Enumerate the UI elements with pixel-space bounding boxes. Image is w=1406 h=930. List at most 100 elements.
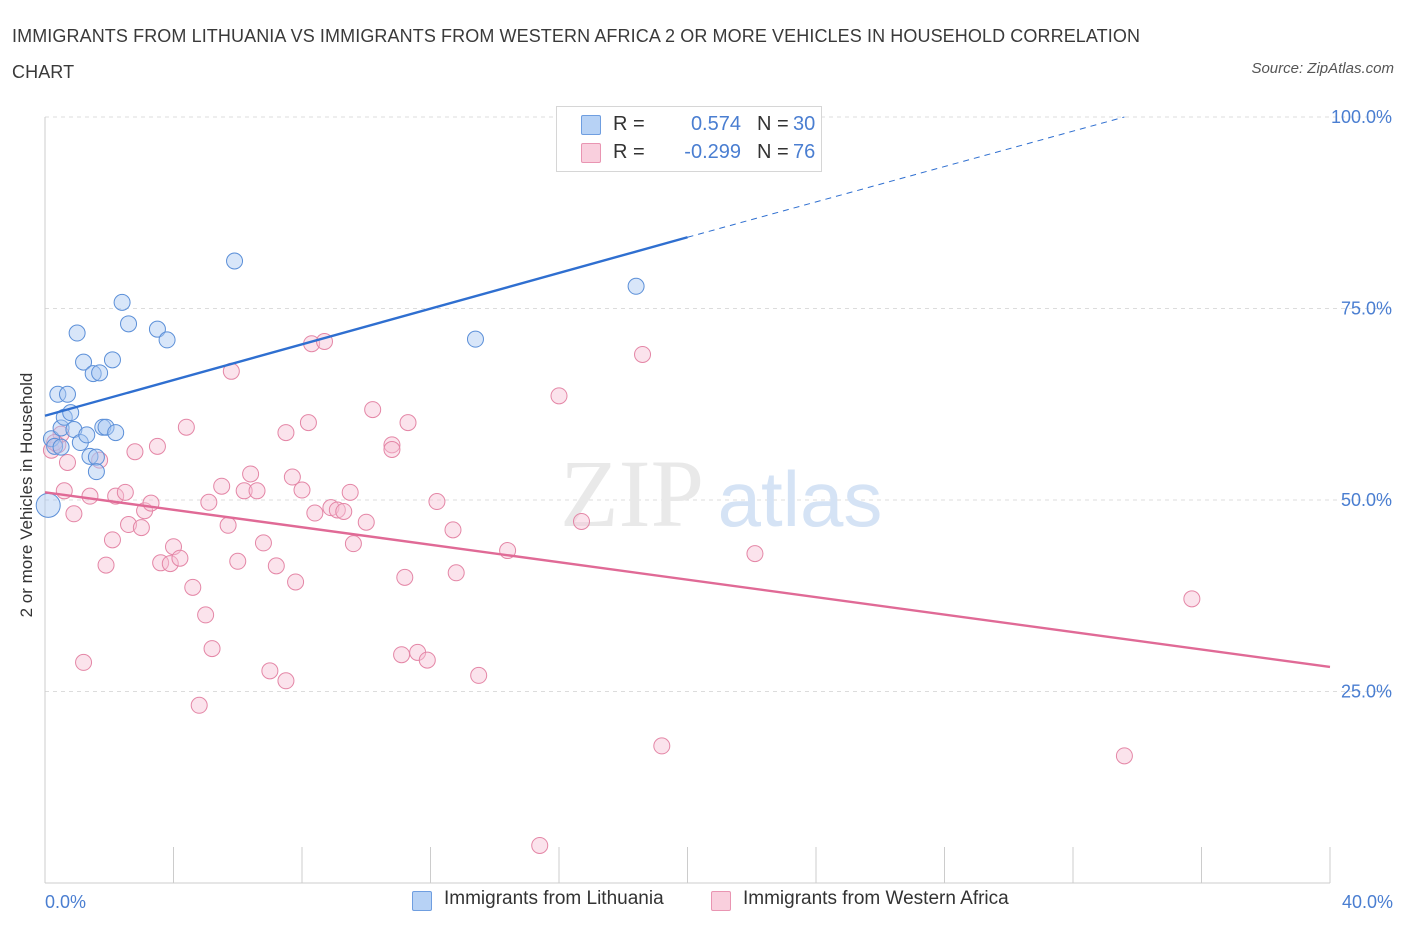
lithuania-point	[78, 426, 96, 444]
western-africa-point	[1115, 747, 1133, 765]
western-africa-point	[653, 737, 671, 755]
lithuania-point	[87, 448, 105, 466]
lithuania-point	[84, 365, 102, 383]
western-africa-point	[161, 555, 179, 573]
stats-row-western-africa: R = -0.299 N = 76	[581, 139, 821, 167]
western-africa-point	[344, 535, 362, 553]
western-africa-point	[357, 513, 375, 531]
western-africa-point	[572, 512, 590, 530]
y-tick-label: 50.0%	[1341, 490, 1392, 510]
western-africa-point	[335, 502, 353, 520]
watermark-zip: ZIP	[560, 440, 704, 547]
western-africa-point	[152, 554, 170, 572]
western-africa-point	[107, 487, 125, 505]
western-africa-points	[42, 332, 1201, 854]
western-africa-point	[277, 424, 295, 442]
western-africa-legend-swatch	[711, 891, 731, 911]
western-africa-point	[203, 640, 221, 658]
western-africa-point	[267, 557, 285, 575]
western-africa-swatch	[581, 143, 601, 163]
western-africa-point	[383, 440, 401, 458]
stats-legend: R = 0.574 N = 30 R = -0.299 N = 76	[556, 106, 822, 172]
n-label: N =	[757, 113, 789, 135]
lithuania-point	[52, 438, 70, 456]
western-africa-legend-label: Immigrants from Western Africa	[743, 888, 1009, 909]
western-africa-point	[197, 606, 215, 624]
western-africa-point	[393, 646, 411, 664]
western-africa-point	[177, 418, 195, 436]
lithuania-legend-label: Immigrants from Lithuania	[444, 888, 664, 909]
lithuania-point	[91, 364, 109, 382]
western-africa-point	[444, 521, 462, 539]
y-tick-label: 25.0%	[1341, 682, 1392, 702]
lithuania-point	[52, 419, 70, 437]
western-africa-point	[254, 534, 272, 552]
western-africa-point	[184, 578, 202, 596]
western-africa-point	[1183, 590, 1201, 608]
n-value: 30	[793, 113, 816, 135]
lithuania-point	[58, 385, 76, 403]
watermark-atlas: atlas	[718, 455, 883, 543]
western-africa-point	[132, 519, 150, 537]
western-africa-point	[746, 545, 764, 563]
source-label: Source: ZipAtlas.com	[1251, 60, 1394, 77]
y-axis-title: 2 or more Vehicles in Household	[17, 373, 36, 618]
western-africa-point	[248, 482, 266, 500]
western-africa-point	[306, 504, 324, 522]
western-africa-point	[634, 345, 652, 363]
lithuania-point	[87, 463, 105, 481]
stats-row-lithuania: R = 0.574 N = 30	[581, 111, 821, 139]
western-africa-point	[418, 651, 436, 669]
western-africa-point	[242, 465, 260, 483]
western-africa-point	[75, 653, 93, 671]
lithuania-point	[35, 492, 61, 518]
western-africa-point	[81, 487, 99, 505]
lithuania-point	[158, 331, 176, 349]
western-africa-point	[550, 387, 568, 405]
lithuania-point	[226, 252, 244, 270]
western-africa-point	[383, 436, 401, 454]
x-tick-label-max: 40.0%	[1342, 892, 1393, 912]
lithuania-point	[75, 353, 93, 371]
western-africa-point	[97, 556, 115, 574]
western-africa-point	[190, 696, 208, 714]
lithuania-point	[68, 324, 86, 342]
y-tick-label: 75.0%	[1341, 299, 1392, 319]
western-africa-point	[213, 477, 231, 495]
r-label: R =	[613, 113, 645, 135]
western-africa-point	[283, 468, 301, 486]
lithuania-point	[466, 330, 484, 348]
western-africa-point	[328, 501, 346, 519]
western-africa-point	[116, 483, 134, 501]
western-africa-point	[293, 481, 311, 499]
lithuania-point	[46, 437, 64, 455]
lithuania-trend-solid	[44, 236, 688, 417]
lithuania-legend-swatch	[412, 891, 432, 911]
lithuania-point	[103, 351, 121, 369]
watermark: ZIP atlas	[560, 440, 882, 547]
lithuania-point	[81, 447, 99, 465]
western-africa-point	[148, 437, 166, 455]
x-tick-label-min: 0.0%	[45, 892, 86, 912]
western-africa-point	[341, 483, 359, 501]
western-africa-point	[229, 552, 247, 570]
n-value: 76	[793, 141, 816, 163]
western-africa-trend	[44, 491, 1331, 669]
r-label: R =	[613, 141, 645, 163]
western-africa-point	[287, 573, 305, 591]
lithuania-point	[107, 424, 125, 442]
lithuania-point	[120, 315, 138, 333]
western-africa-point	[65, 505, 83, 523]
western-africa-point	[277, 672, 295, 690]
n-label: N =	[757, 141, 789, 163]
trend-lines	[44, 116, 1331, 669]
lithuania-point	[113, 293, 131, 311]
western-africa-point	[399, 414, 417, 432]
western-africa-point	[219, 516, 237, 534]
lithuania-point	[49, 385, 67, 403]
lithuania-trend-dashed	[687, 116, 1125, 238]
western-africa-point	[299, 414, 317, 432]
lithuania-points	[35, 252, 645, 518]
western-africa-point	[531, 836, 549, 854]
